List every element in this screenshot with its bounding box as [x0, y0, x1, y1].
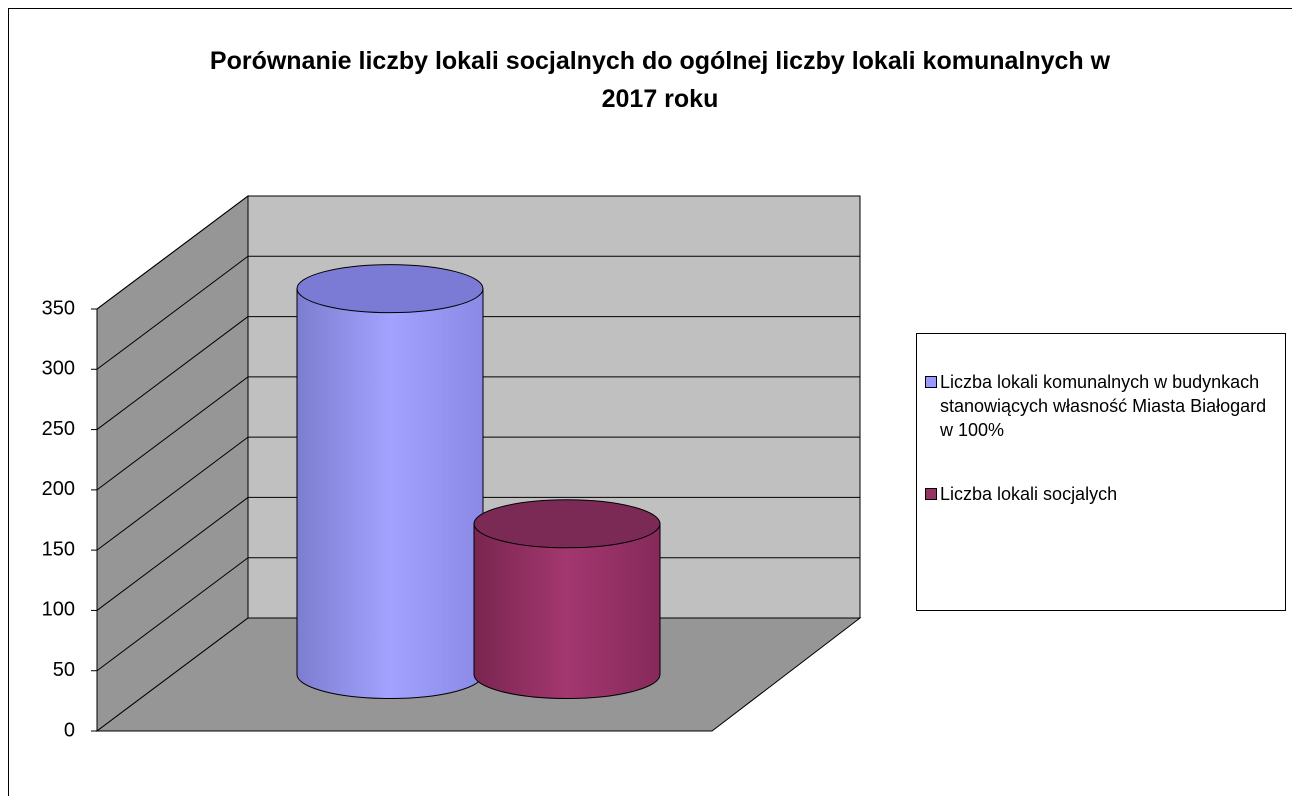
legend-entry: Liczba lokali komunalnych w budynkach st…	[925, 370, 1281, 442]
cylinder-top	[473, 499, 661, 549]
legend-swatch	[925, 488, 937, 500]
cylinder-top	[296, 264, 484, 314]
legend-label: Liczba lokali socjalych	[940, 484, 1118, 504]
grid-line	[96, 316, 249, 430]
chart-title: Porównanie liczby lokali socjalnych do o…	[209, 47, 1111, 113]
grid-line	[96, 557, 249, 672]
y-tick-label: 350	[42, 297, 75, 319]
y-tick-label: 50	[53, 659, 75, 681]
grid-line	[96, 497, 249, 611]
y-tick-label: 150	[42, 538, 75, 560]
grid-line	[96, 195, 249, 310]
cylinder	[296, 264, 484, 699]
y-tick-label: 300	[42, 358, 75, 380]
legend-swatch	[925, 376, 937, 388]
legend: Liczba lokali komunalnych w budynkach st…	[916, 333, 1286, 611]
cylinder	[473, 499, 661, 699]
y-tick-label: 0	[64, 719, 75, 741]
legend-entry: Liczba lokali socjalych	[925, 482, 1281, 506]
y-tick-label: 250	[42, 418, 75, 440]
grid-line	[96, 376, 249, 491]
y-tick-label: 200	[42, 478, 75, 500]
legend-label: Liczba lokali komunalnych w budynkach st…	[940, 372, 1267, 440]
grid-line	[96, 436, 249, 551]
frame	[8, 8, 1292, 796]
cylinder-body	[473, 523, 661, 699]
y-tick-label: 100	[42, 599, 75, 621]
cylinder-body	[296, 288, 484, 699]
grid-line	[96, 255, 249, 370]
